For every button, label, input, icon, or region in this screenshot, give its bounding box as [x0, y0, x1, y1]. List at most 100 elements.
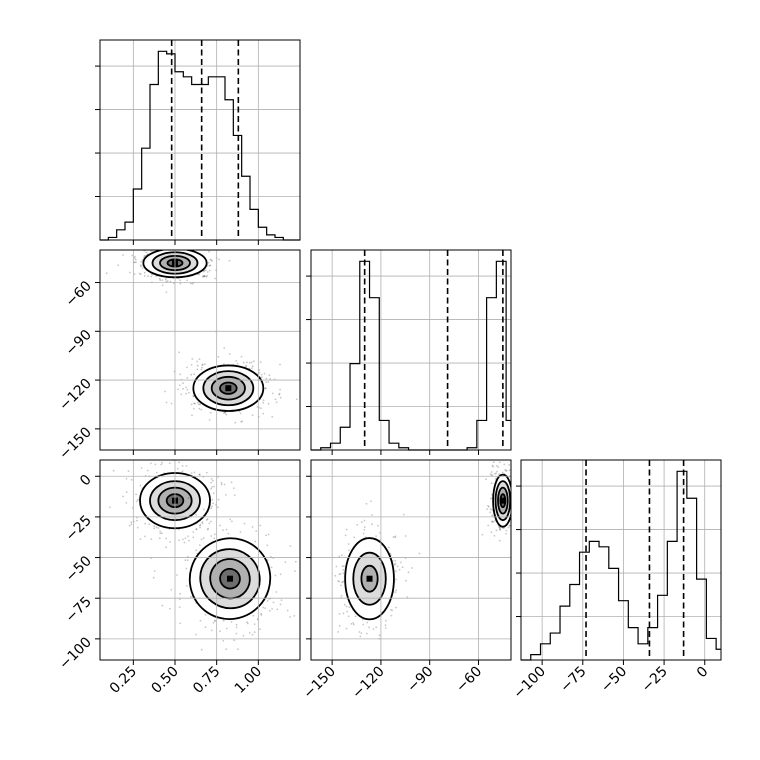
sample-point [211, 498, 214, 501]
sample-point [400, 561, 402, 564]
sample-point [131, 254, 134, 257]
sample-point [150, 462, 152, 465]
sample-point [515, 500, 517, 502]
sample-point [513, 489, 515, 491]
sample-point [186, 279, 189, 282]
sample-point [189, 596, 192, 598]
sample-point [211, 505, 213, 508]
sample-point [161, 284, 164, 287]
sample-point [499, 529, 502, 531]
sample-point [512, 544, 514, 546]
sample-point [347, 615, 350, 618]
sample-point [212, 502, 215, 505]
sample-point [185, 392, 188, 395]
sample-point [158, 537, 161, 540]
sample-point [251, 365, 254, 368]
y-tick-label: −25 [63, 512, 95, 544]
sample-point [217, 355, 220, 358]
sample-point [188, 539, 190, 542]
sample-point [242, 634, 245, 637]
sample-point [251, 526, 254, 528]
sample-point [130, 523, 133, 526]
sample-point [334, 574, 337, 577]
sample-point [286, 609, 289, 612]
sample-point [127, 470, 130, 472]
sample-point [353, 536, 356, 539]
sample-point [159, 530, 162, 533]
sample-point [278, 393, 280, 396]
sample-point [395, 570, 397, 573]
sample-point [344, 534, 347, 537]
sample-point [279, 363, 281, 366]
sample-point [368, 626, 370, 629]
sample-point [498, 456, 500, 458]
sample-point [160, 532, 163, 535]
sample-point [122, 254, 124, 256]
density-peak [499, 497, 506, 504]
sample-point [516, 516, 518, 518]
sample-point [342, 580, 344, 583]
sample-point [198, 273, 201, 276]
sample-point [407, 571, 410, 574]
sample-point [270, 566, 273, 569]
sample-point [343, 565, 345, 568]
sample-point [365, 502, 368, 505]
sample-point [193, 373, 196, 376]
sample-point [170, 402, 173, 405]
sample-point [375, 626, 378, 629]
sample-point [398, 568, 401, 571]
sample-point [212, 492, 215, 495]
sample-point [356, 523, 359, 526]
sample-point [512, 505, 514, 507]
sample-point [481, 533, 484, 536]
contour-level [199, 548, 261, 610]
y-tick-label: −90 [63, 327, 95, 359]
sample-point [210, 487, 213, 490]
sample-point [148, 523, 151, 526]
sample-point [184, 246, 186, 248]
sample-point [347, 543, 350, 545]
sample-point [228, 353, 231, 355]
sample-point [371, 523, 373, 526]
sample-point [167, 246, 169, 248]
sample-point [214, 277, 217, 280]
sample-point [210, 535, 213, 537]
sample-point [179, 622, 182, 625]
sample-point [363, 519, 366, 522]
sample-point [155, 275, 158, 277]
sample-point [394, 536, 396, 539]
sample-point [268, 374, 271, 377]
sample-point [198, 524, 201, 527]
sample-point [134, 258, 137, 261]
sample-point [140, 265, 142, 268]
sample-point [186, 388, 189, 391]
sample-point [178, 461, 181, 464]
sample-point [188, 244, 190, 246]
sample-point [210, 520, 212, 523]
sample-point [180, 247, 182, 249]
sample-point [234, 421, 237, 424]
sample-point [371, 514, 373, 516]
sample-point [512, 490, 514, 492]
sample-point [230, 481, 233, 484]
sample-point [196, 360, 198, 363]
sample-point [185, 465, 188, 467]
sample-point [135, 493, 138, 496]
sample-point [191, 414, 193, 417]
sample-point [179, 592, 182, 595]
sample-point [198, 403, 200, 406]
sample-point [513, 512, 515, 514]
sample-point [239, 412, 242, 415]
sample-point [204, 363, 206, 365]
sample-point [210, 477, 213, 480]
sample-point [224, 411, 227, 414]
sample-point [235, 632, 238, 635]
sample-point [289, 616, 291, 618]
sample-point [150, 538, 153, 540]
sample-point [518, 499, 520, 501]
sample-point [343, 603, 346, 606]
sample-point [224, 411, 226, 414]
sample-point [193, 407, 195, 410]
sample-point [220, 481, 223, 484]
sample-point [176, 574, 178, 576]
